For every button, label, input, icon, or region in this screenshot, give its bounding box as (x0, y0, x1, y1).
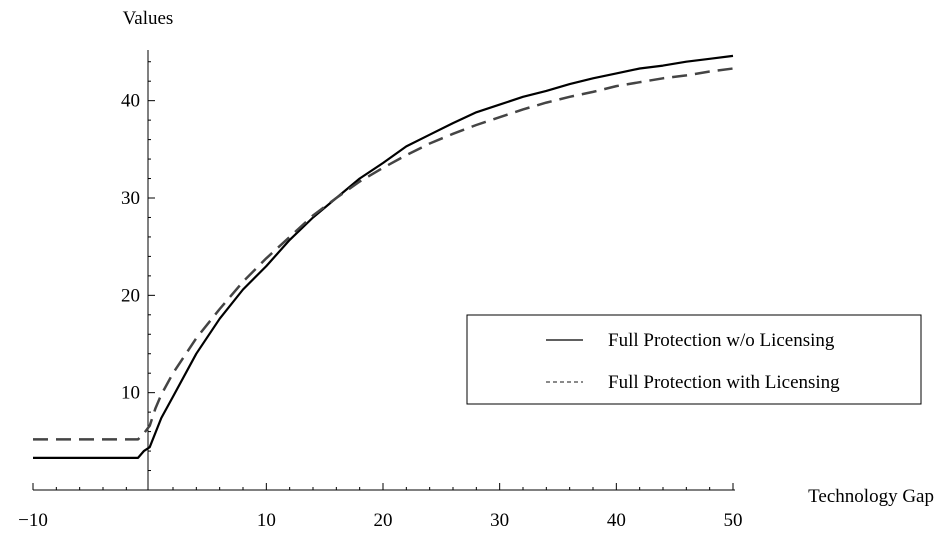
minor-ticks (55, 61, 711, 490)
series-line-0 (33, 54, 734, 459)
x-axis-label: Technology Gap (808, 486, 934, 507)
series-line-1 (33, 67, 734, 441)
series-lines (33, 54, 734, 459)
axes (33, 50, 735, 491)
legend-label-series-0: Full Protection w/o Licensing (608, 330, 835, 351)
tick-labels: −10 10 20 30 40 50 10 20 30 40 (18, 91, 742, 531)
x-tick-label: 20 (374, 510, 393, 531)
x-tick-label: 50 (724, 510, 743, 531)
y-tick-label: 40 (121, 91, 140, 112)
legend-label-series-1: Full Protection with Licensing (608, 372, 840, 393)
legend: Full Protection w/o Licensing Full Prote… (466, 314, 922, 405)
major-ticks (32, 100, 734, 490)
x-tick-label: 10 (257, 510, 276, 531)
legend-box (466, 314, 922, 405)
y-axis-label: Values (123, 8, 174, 29)
x-tick-label: −10 (18, 510, 48, 531)
y-tick-label: 30 (121, 188, 140, 209)
x-tick-label: 30 (490, 510, 509, 531)
x-tick-label: 40 (607, 510, 626, 531)
y-tick-label: 10 (121, 383, 140, 404)
y-tick-label: 20 (121, 285, 140, 306)
